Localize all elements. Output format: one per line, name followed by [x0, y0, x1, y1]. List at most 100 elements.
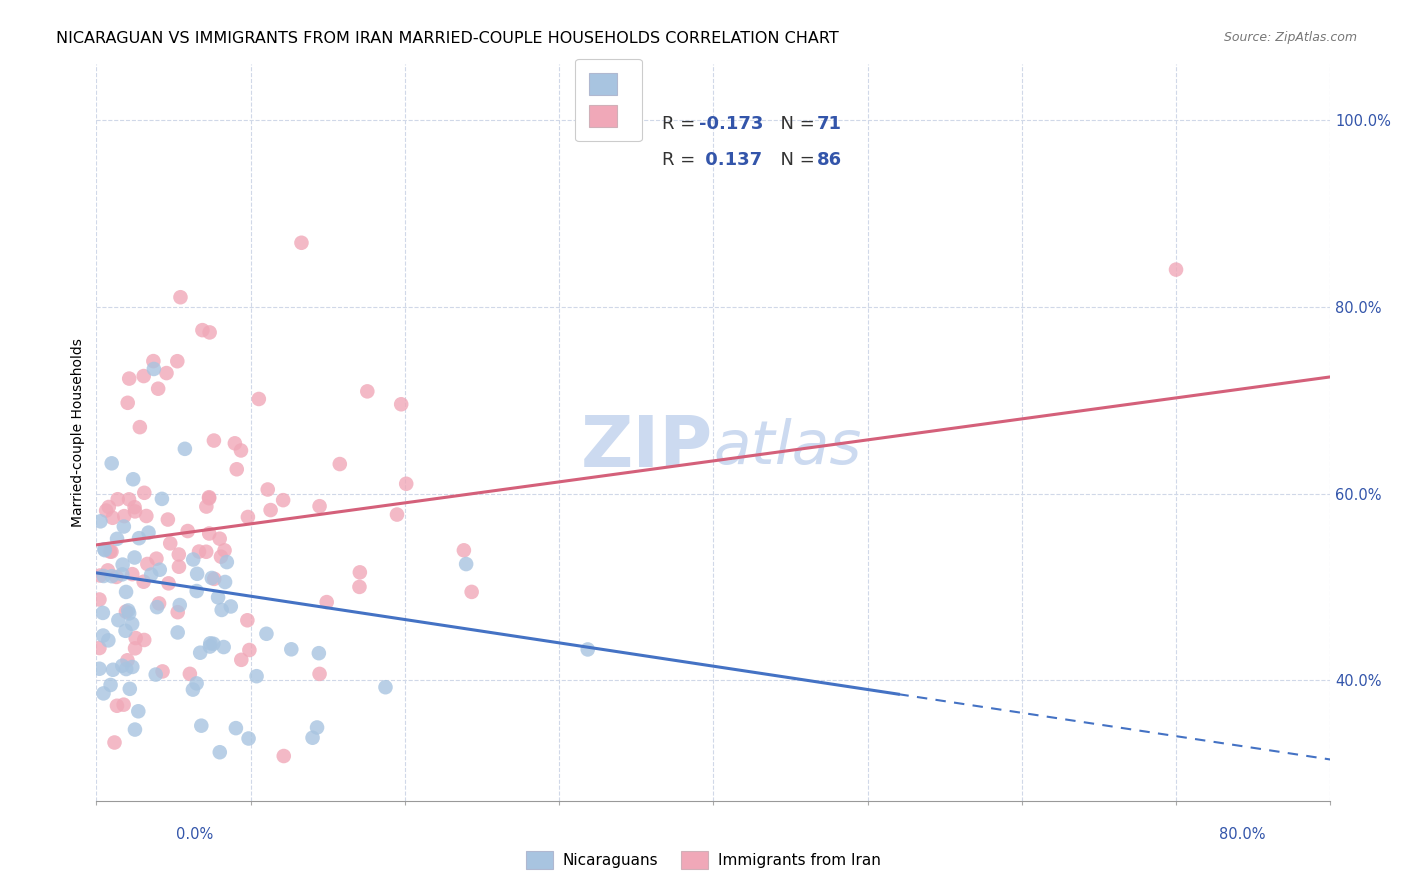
- Point: [188, 646, 211, 660]
- Point: [198, 640, 221, 654]
- Point: [105, 698, 128, 713]
- Point: [136, 557, 159, 571]
- Point: [169, 598, 191, 612]
- Point: [138, 525, 160, 540]
- Legend: Nicaraguans, Immigrants from Iran: Nicaraguans, Immigrants from Iran: [519, 845, 887, 875]
- Text: NICARAGUAN VS IMMIGRANTS FROM IRAN MARRIED-COUPLE HOUSEHOLDS CORRELATION CHART: NICARAGUAN VS IMMIGRANTS FROM IRAN MARRI…: [56, 31, 839, 46]
- Point: [179, 666, 201, 681]
- Point: [186, 584, 208, 599]
- Point: [214, 574, 236, 589]
- Point: [155, 366, 177, 380]
- Point: [121, 567, 143, 582]
- Point: [167, 559, 190, 574]
- Point: [214, 543, 236, 558]
- Point: [256, 483, 278, 497]
- Point: [219, 599, 242, 614]
- Point: [198, 490, 221, 504]
- Point: [301, 731, 323, 745]
- Point: [202, 572, 225, 586]
- Point: [117, 653, 139, 667]
- Point: [97, 633, 120, 648]
- Point: [215, 555, 238, 569]
- Text: N =: N =: [769, 115, 820, 133]
- Point: [308, 646, 330, 660]
- Point: [198, 526, 221, 541]
- Point: [195, 500, 218, 514]
- Point: [89, 568, 111, 582]
- Point: [225, 721, 247, 735]
- Point: [94, 543, 117, 558]
- Point: [118, 492, 141, 507]
- Text: R =: R =: [662, 151, 702, 169]
- Point: [190, 719, 212, 733]
- Point: [308, 666, 330, 681]
- Point: [308, 499, 330, 513]
- Point: [93, 542, 115, 557]
- Text: N =: N =: [769, 151, 820, 169]
- Point: [118, 681, 141, 696]
- Point: [224, 436, 246, 450]
- Point: [200, 636, 222, 650]
- Point: [142, 354, 165, 368]
- Point: [124, 723, 146, 737]
- Point: [181, 682, 204, 697]
- Point: [186, 566, 208, 581]
- Point: [156, 512, 179, 526]
- Point: [97, 500, 120, 514]
- Point: [132, 369, 155, 384]
- Point: [125, 631, 148, 645]
- Point: [198, 326, 221, 340]
- Point: [247, 392, 270, 406]
- Point: [152, 665, 174, 679]
- Text: -0.173: -0.173: [699, 115, 763, 133]
- Point: [453, 543, 475, 558]
- Point: [186, 676, 208, 690]
- Point: [201, 571, 224, 585]
- Point: [105, 532, 128, 546]
- Point: [231, 653, 253, 667]
- Point: [349, 566, 371, 580]
- Text: 71: 71: [817, 115, 842, 133]
- Point: [112, 509, 135, 524]
- Point: [89, 640, 111, 655]
- Point: [111, 567, 134, 582]
- Point: [389, 397, 412, 411]
- Point: [107, 492, 129, 507]
- Text: 80.0%: 80.0%: [1219, 827, 1265, 841]
- Point: [202, 637, 225, 651]
- Point: [115, 662, 138, 676]
- Point: [107, 613, 129, 627]
- Point: [145, 667, 167, 681]
- Point: [315, 595, 337, 609]
- Point: [141, 567, 163, 582]
- Point: [229, 443, 252, 458]
- Point: [118, 371, 141, 385]
- Y-axis label: Married-couple Households: Married-couple Households: [72, 338, 86, 527]
- Point: [146, 600, 169, 615]
- Point: [280, 642, 302, 657]
- Text: Source: ZipAtlas.com: Source: ZipAtlas.com: [1223, 31, 1357, 45]
- Point: [112, 698, 135, 712]
- Point: [124, 504, 146, 518]
- Point: [89, 514, 111, 528]
- Point: [157, 576, 180, 591]
- Point: [271, 493, 294, 508]
- Text: R =: R =: [662, 115, 702, 133]
- Point: [89, 592, 111, 607]
- Point: [290, 235, 312, 250]
- Text: 0.0%: 0.0%: [176, 827, 212, 841]
- Point: [124, 500, 146, 515]
- Point: [115, 605, 138, 619]
- Point: [167, 548, 190, 562]
- Point: [456, 557, 478, 571]
- Point: [114, 624, 136, 638]
- Point: [238, 643, 260, 657]
- Point: [305, 721, 328, 735]
- Point: [374, 680, 396, 694]
- Point: [98, 544, 121, 558]
- Point: [238, 731, 260, 746]
- Point: [101, 510, 124, 524]
- Point: [142, 362, 165, 376]
- Point: [103, 735, 125, 749]
- Point: [135, 508, 157, 523]
